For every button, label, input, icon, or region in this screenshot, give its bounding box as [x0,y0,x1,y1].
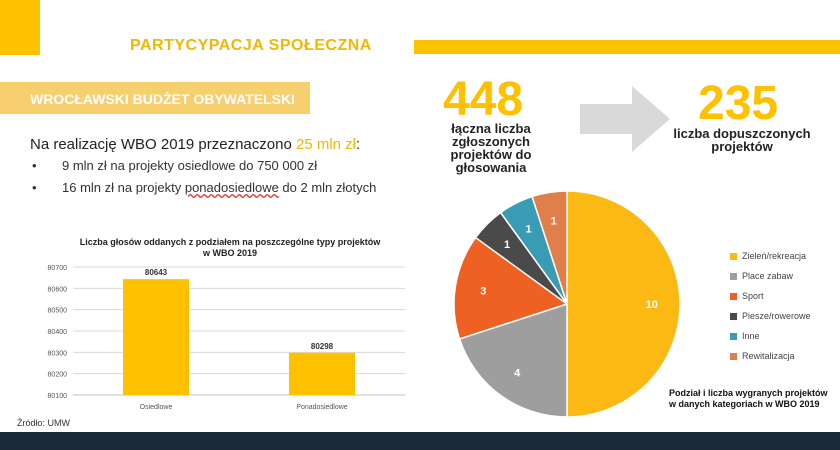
intro-prefix: Na realizację WBO 2019 przeznaczono [30,136,296,153]
bar-data-label: 80643 [145,268,168,277]
pie-slice [531,190,568,305]
votes-bar-chart: Liczba głosów oddanych z podziałem na po… [25,235,415,420]
pie-data-label: 1 [551,215,557,227]
legend-label: Inne [742,331,760,341]
legend-item: Zieleń/rekreacja [730,246,811,266]
x-tick-label: Osiedlowe [140,404,173,411]
bullet-item: • 9 mln zł na projekty osiedlowe do 750 … [30,156,400,175]
accepted-label: liczba dopuszczonych projektów [673,126,811,154]
legend-item: Place zabaw [730,266,811,286]
pie-data-label: 1 [525,223,531,235]
y-tick-label: 80300 [48,350,68,357]
submitted-count: 448 [443,73,524,126]
y-tick-label: 80400 [48,329,68,336]
legend-item: Rewitalizacja [730,346,811,366]
accepted-count: 235 [698,77,779,130]
bullet-marker: • [32,158,37,173]
bullet-item: • 16 mln zł na projekty ponadosiedlowe d… [30,178,400,197]
winners-pie-chart: 10 4 3 1 1 1 [450,190,681,425]
source-note: Źródło: UMW [17,418,71,428]
bar-data-label: 80298 [311,342,334,351]
section-banner [0,82,310,114]
corner-accent [0,0,40,55]
x-tick-label: Ponadosiedlowe [296,404,347,411]
legend-item: Sport [730,286,811,306]
bullet-text: 9 mln zł na projekty osiedlowe do 750 00… [62,158,318,173]
legend-item: Inne [730,326,811,346]
footer-bar [0,432,840,450]
section-title: WROCŁAWSKI BUDŻET OBYWATELSKI [30,91,295,107]
legend-swatch [730,272,737,280]
legend-swatch [730,352,737,360]
y-tick-label: 80600 [48,286,68,293]
bar-chart-svg: Liczba głosów oddanych z podziałem na po… [48,237,405,411]
pie-data-label: 1 [504,239,510,251]
bar [289,352,355,395]
arrow-icon [580,86,670,152]
bar-chart-title-line: Liczba głosów oddanych z podziałem na po… [80,237,382,247]
legend-label: Place zabaw [742,271,794,281]
legend-item: Piesze/rowerowe [730,306,811,326]
bullet-list: • 9 mln zł na projekty osiedlowe do 750 … [30,156,400,197]
intro-text: Na realizację WBO 2019 przeznaczono 25 m… [30,136,360,153]
pie-chart-svg: 10 4 3 1 1 1 [453,190,681,418]
pie-data-label: 10 [646,299,658,311]
legend-label: Rewitalizacja [742,351,795,361]
legend-swatch [730,332,737,340]
legend-swatch [730,312,737,320]
bullet-text-post: do 2 mln złotych [278,180,377,195]
bar [123,279,189,395]
intro-highlight: 25 mln zł [295,136,356,153]
pie-legend: Zieleń/rekreacja Place zabaw Sport Piesze/r… [730,246,811,366]
legend-label: Sport [742,291,764,301]
legend-swatch [730,252,737,260]
header-accent-bar [414,40,840,54]
intro-suffix: : [356,136,361,153]
y-tick-label: 80700 [48,265,68,272]
pie-slice [453,236,569,340]
submitted-label: łączna liczba zgłoszonych projektów do g… [450,121,532,175]
legend-label: Piesze/rowerowe [742,311,811,321]
bar-chart-title-line: w WBO 2019 [202,248,257,258]
page-title: PARTYCYPACJA SPOŁECZNA [130,37,372,54]
y-tick-label: 80100 [48,393,68,400]
bullet-text-pre: 16 mln zł na projekty [62,180,185,195]
legend-label: Zieleń/rekreacja [742,251,807,261]
y-tick-label: 80200 [48,372,68,379]
pie-data-label: 3 [480,286,486,298]
pie-slice [566,190,681,418]
legend-swatch [730,292,737,300]
pie-data-label: 4 [514,368,521,380]
pie-caption: Podział i liczba wygranych projektów w d… [669,388,828,409]
bullet-text-underlined: ponadosiedlowe [184,180,279,195]
bullet-marker: • [32,180,37,195]
y-tick-label: 80500 [48,308,68,315]
pie-slice [458,302,568,418]
